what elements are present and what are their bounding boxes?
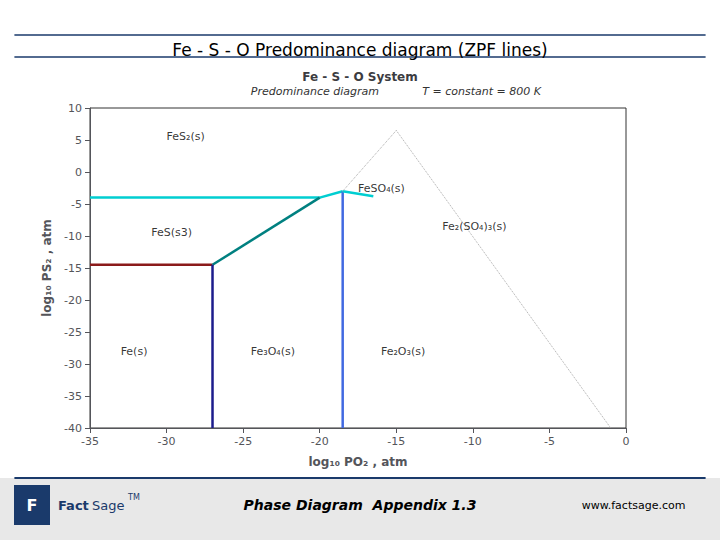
svg-text:FeSO₄(s): FeSO₄(s) xyxy=(358,182,405,195)
svg-text:-35: -35 xyxy=(64,390,82,403)
svg-text:log₁₀ PO₂ , atm: log₁₀ PO₂ , atm xyxy=(308,455,407,469)
svg-text:Fe₂O₃(s): Fe₂O₃(s) xyxy=(381,345,425,358)
svg-text:Fe(s): Fe(s) xyxy=(121,345,148,358)
svg-text:Fe₂(SO₄)₃(s): Fe₂(SO₄)₃(s) xyxy=(442,220,506,233)
svg-text:F: F xyxy=(27,496,38,515)
svg-text:-20: -20 xyxy=(311,435,329,448)
svg-text:-10: -10 xyxy=(64,230,82,243)
svg-text:Phase Diagram Appendix 1.3: Phase Diagram Appendix 1.3 xyxy=(244,497,477,513)
svg-text:www.factsage.com: www.factsage.com xyxy=(582,499,686,512)
svg-text:-20: -20 xyxy=(64,294,82,307)
svg-text:FeS₂(s): FeS₂(s) xyxy=(167,130,205,143)
svg-text:-25: -25 xyxy=(234,435,252,448)
svg-text:-5: -5 xyxy=(544,435,555,448)
svg-text:-25: -25 xyxy=(64,326,82,339)
svg-text:-40: -40 xyxy=(64,422,82,435)
svg-text:-15: -15 xyxy=(64,262,82,275)
svg-text:0: 0 xyxy=(75,166,82,179)
svg-text:Predominance diagram: Predominance diagram xyxy=(251,85,379,98)
svg-text:Fe₃O₄(s): Fe₃O₄(s) xyxy=(251,345,295,358)
svg-text:log₁₀ PS₂ , atm: log₁₀ PS₂ , atm xyxy=(40,219,54,317)
svg-text:-30: -30 xyxy=(64,358,82,371)
svg-text:-30: -30 xyxy=(158,435,176,448)
svg-text:10: 10 xyxy=(68,102,82,115)
svg-text:-5: -5 xyxy=(71,198,82,211)
svg-text:TM: TM xyxy=(127,493,140,502)
svg-text:5: 5 xyxy=(75,134,82,147)
svg-text:FeS(s3): FeS(s3) xyxy=(151,226,192,239)
svg-text:Sage: Sage xyxy=(92,498,124,513)
svg-text:0: 0 xyxy=(623,435,630,448)
svg-text:-15: -15 xyxy=(387,435,405,448)
svg-text:Fact: Fact xyxy=(58,498,89,513)
svg-text:Fe - S - O Predominance diagra: Fe - S - O Predominance diagram (ZPF lin… xyxy=(172,40,547,60)
svg-text:-35: -35 xyxy=(81,435,99,448)
svg-text:T = constant = 800 K: T = constant = 800 K xyxy=(422,85,541,98)
svg-text:-10: -10 xyxy=(464,435,482,448)
svg-text:Fe - S - O System: Fe - S - O System xyxy=(302,70,418,84)
